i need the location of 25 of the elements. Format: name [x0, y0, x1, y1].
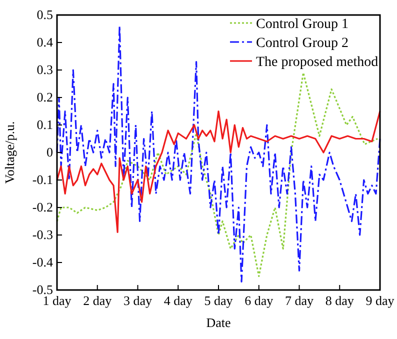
line-series — [56, 72, 378, 278]
y-tick-label: -0.4 — [32, 254, 54, 270]
y-tick-label: 0.1 — [36, 117, 53, 132]
legend-label: Control Group 2 — [256, 36, 349, 51]
y-tick-label: 0.4 — [36, 34, 54, 50]
x-tick-label: 7 day — [284, 293, 314, 308]
x-axis-title: Date — [206, 315, 231, 330]
y-tick-label: -0.3 — [32, 227, 53, 242]
x-tick-label: 2 day — [83, 293, 112, 308]
x-tick-label: 3 day — [123, 293, 153, 308]
x-tick-label: 8 day — [325, 293, 354, 308]
y-tick-label: -0.2 — [32, 200, 53, 214]
x-tick-label: 4 day — [164, 293, 193, 308]
line-series — [56, 110, 381, 234]
y-tick-label: 0 — [46, 144, 53, 160]
y-tick-label: 0.5 — [36, 7, 53, 22]
x-tick-label: 5 day — [204, 293, 234, 308]
y-tick-label: 0.2 — [36, 90, 53, 104]
legend-label: The proposed method — [256, 55, 378, 70]
y-axis-title: Voltage/p.u. — [2, 121, 17, 184]
x-tick-label: 9 day — [366, 293, 395, 308]
x-tick-label: 6 day — [244, 293, 274, 308]
y-tick-label: -0.1 — [32, 172, 53, 187]
legend-label: Control Group 1 — [256, 17, 349, 32]
y-tick-label: 0.3 — [36, 62, 53, 77]
